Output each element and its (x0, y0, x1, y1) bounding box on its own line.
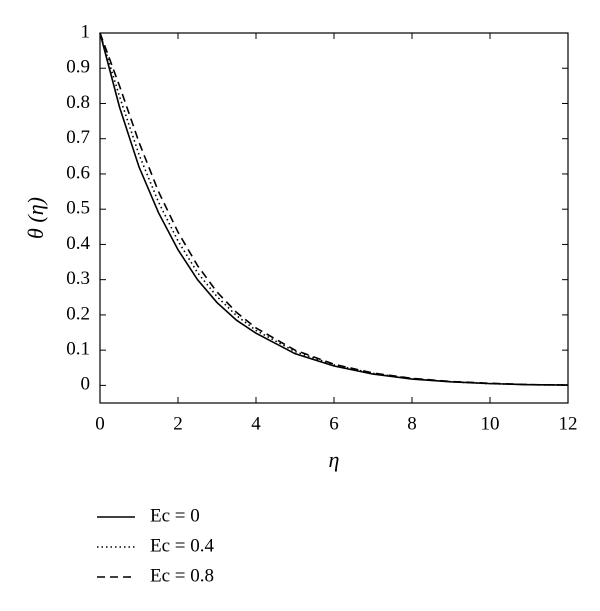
x-tick-label: 10 (481, 413, 500, 434)
x-axis-title: η (329, 447, 340, 472)
plot-frame (99, 32, 569, 404)
y-tick-label: 0.7 (66, 127, 90, 148)
y-axis-title: θ (η) (23, 197, 48, 239)
line (99, 32, 569, 386)
legend-label: Ec = 0.8 (150, 565, 214, 586)
x-tick-label: 4 (251, 413, 261, 434)
y-tick-label: 0.8 (66, 92, 90, 113)
x-tick-label: 0 (95, 413, 105, 434)
y-tick-label: 0.2 (66, 303, 90, 324)
legend-label: Ec = 0.4 (150, 535, 215, 556)
y-tick-label: 0.4 (66, 233, 90, 254)
y-tick-label: 1 (81, 21, 91, 42)
y-tick-label: 0 (81, 374, 91, 395)
y-tick-label: 0.1 (66, 339, 90, 360)
y-tick-label: 0.9 (66, 57, 90, 78)
y-tick-label: 0.6 (66, 162, 90, 183)
legend-label: Ec = 0 (150, 505, 200, 526)
y-tick-label: 0.3 (66, 268, 90, 289)
line (99, 32, 569, 386)
x-tick-label: 8 (407, 413, 417, 434)
line (99, 32, 569, 386)
x-tick-label: 6 (329, 413, 339, 434)
x-tick-label: 2 (173, 413, 183, 434)
y-tick-label: 0.5 (66, 198, 90, 219)
x-tick-label: 12 (559, 413, 578, 434)
